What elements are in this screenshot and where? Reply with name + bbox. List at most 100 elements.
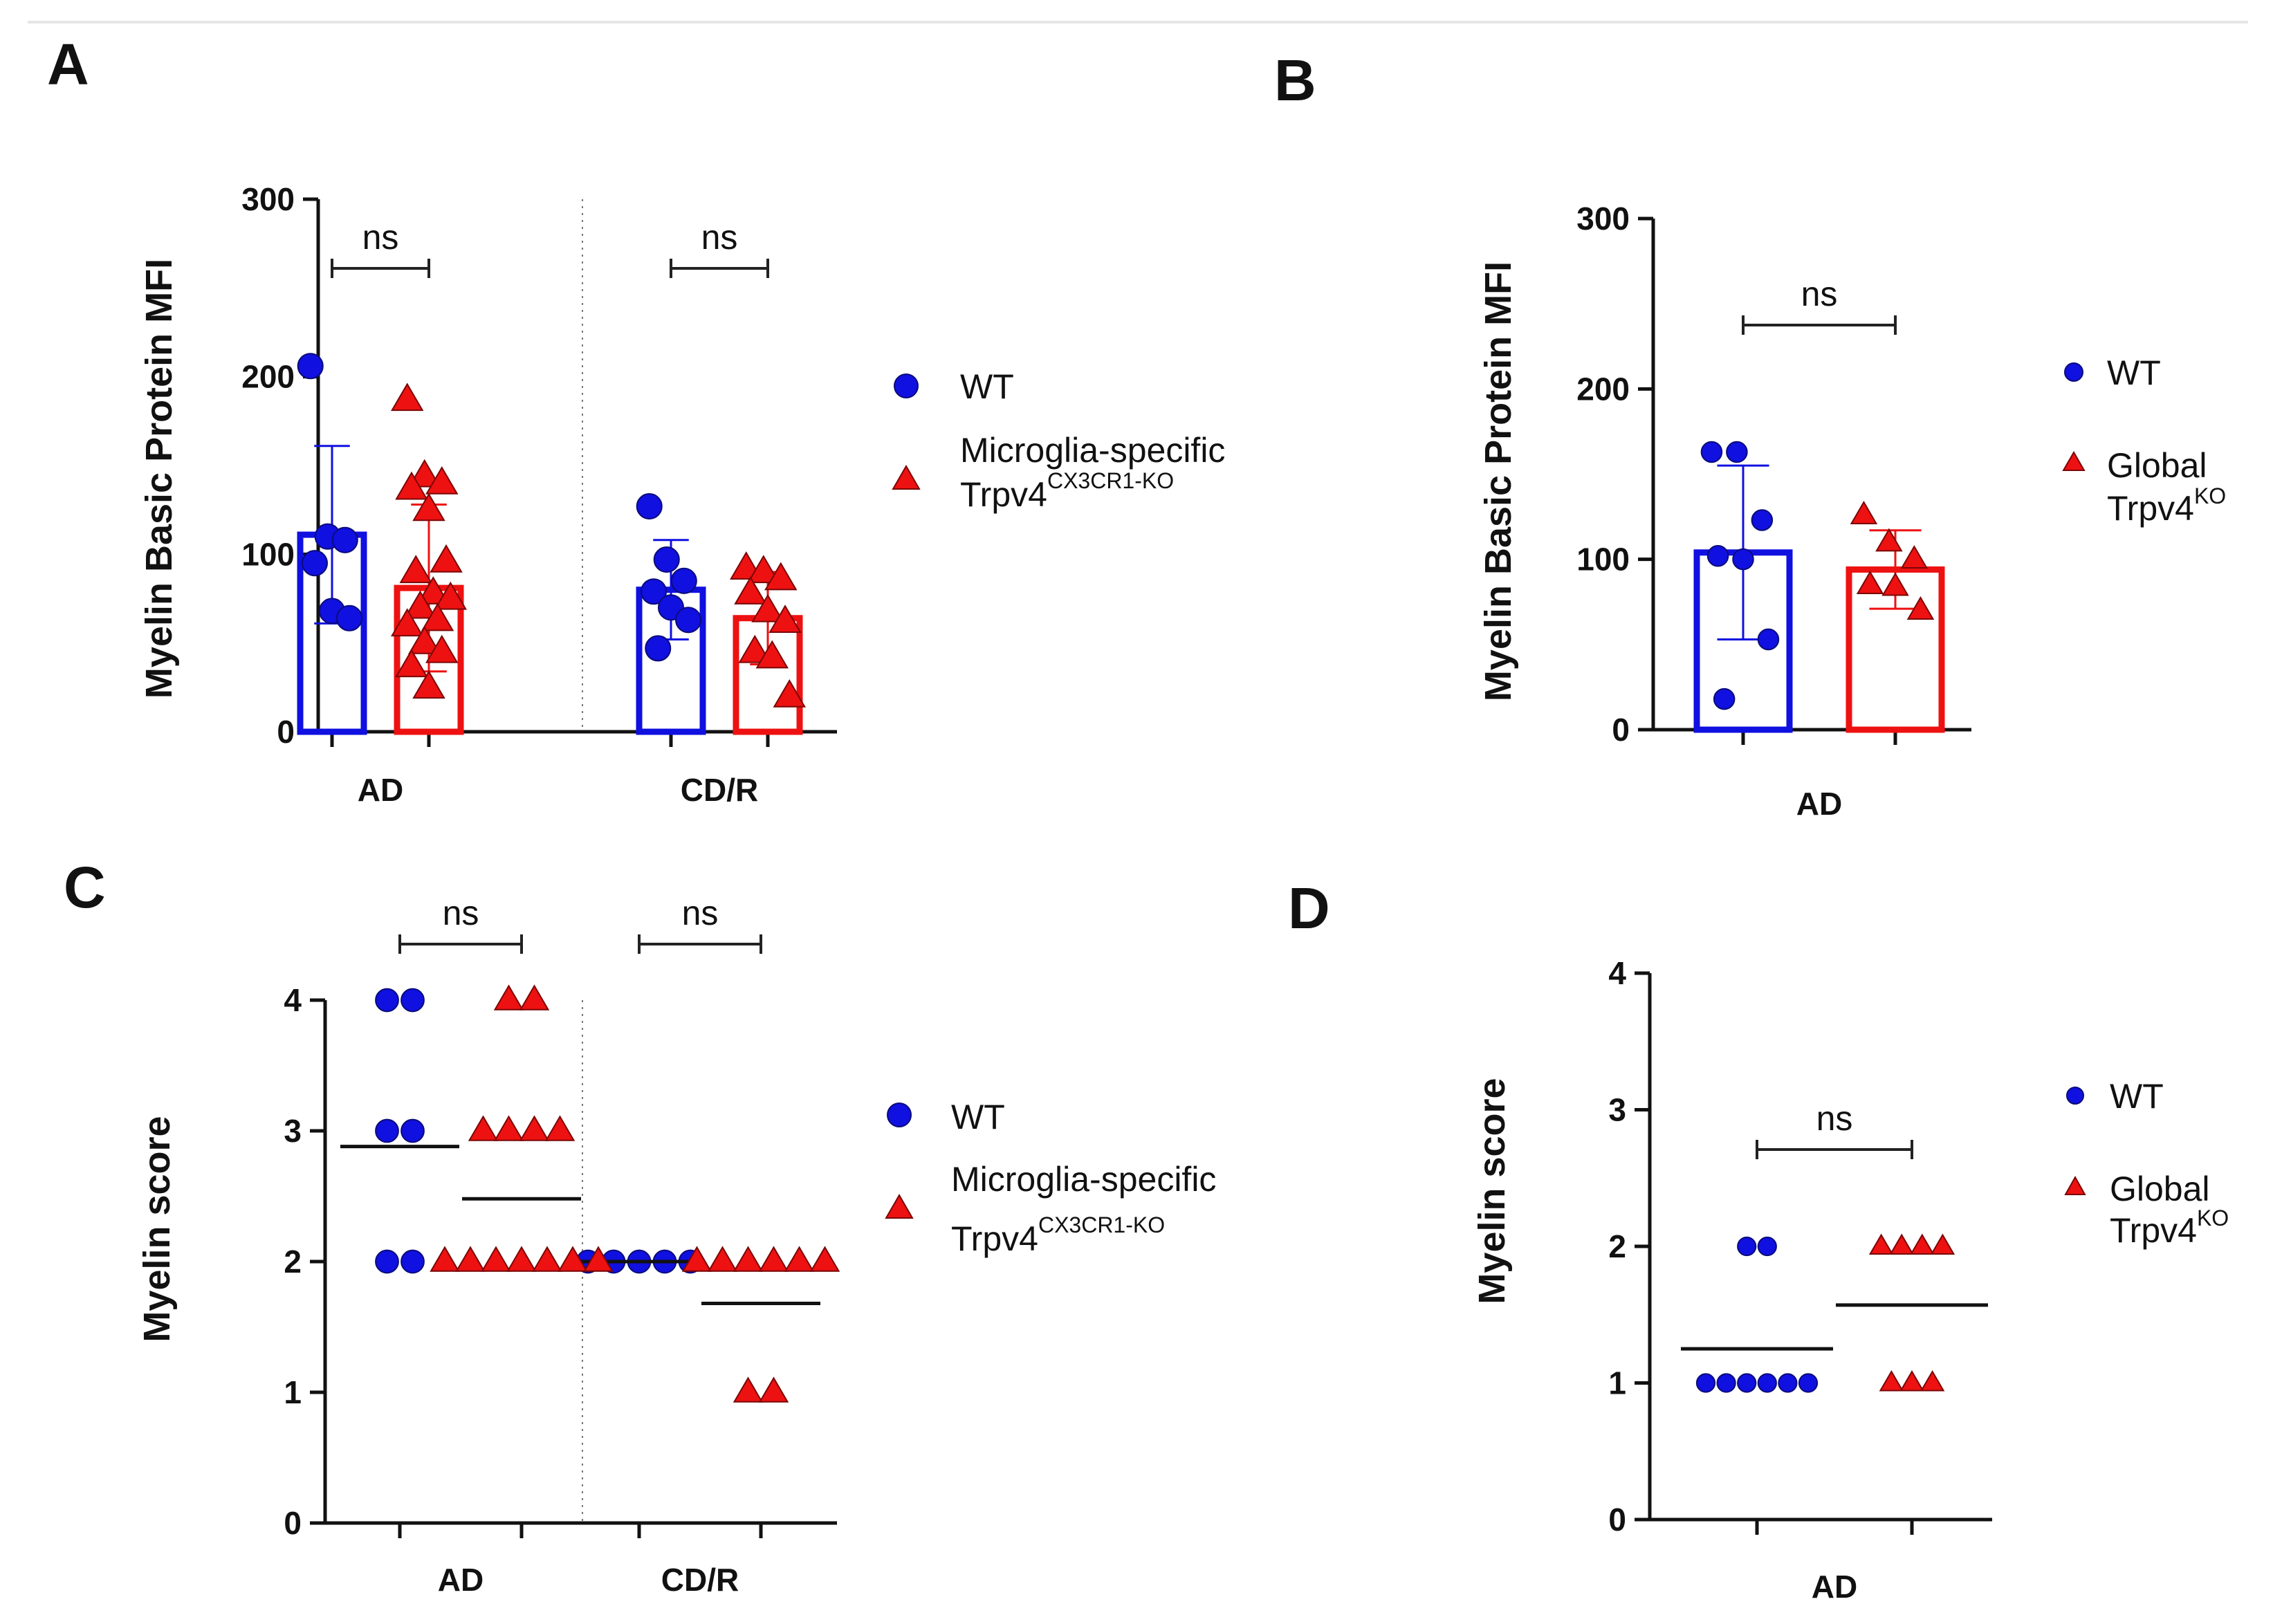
data-point <box>401 1249 425 1274</box>
data-point <box>399 555 432 584</box>
legend-gene: Trpv4 <box>951 1219 1038 1258</box>
legend: WT Microglia-specific Trpv4CX3CR1-KO <box>885 1098 1216 1258</box>
data-point <box>493 984 524 1011</box>
data-point <box>519 1115 550 1141</box>
y-tick-label: 300 <box>241 181 295 217</box>
data-point <box>519 984 550 1011</box>
data-point <box>1906 596 1935 620</box>
y-tick-label: 1 <box>284 1374 302 1410</box>
panel-label: B <box>1274 48 1316 113</box>
legend: WT Global Trpv4KO <box>2064 1077 2229 1250</box>
legend-marker-ko <box>892 464 921 490</box>
y-axis-title: Myelin score <box>136 1116 178 1342</box>
legend-label-ko-line1: Microglia-specific <box>951 1160 1216 1199</box>
legend-label-ko-line1: Microglia-specific <box>960 431 1225 470</box>
y-tick-label: 0 <box>1612 712 1630 748</box>
panel-b: B Myelin Basic Protein MFI 0 100 200 300 AD n… <box>1274 48 2226 822</box>
data-point <box>412 492 445 522</box>
legend-marker-wt <box>894 373 919 398</box>
data-point <box>430 1246 460 1272</box>
data-point <box>390 608 424 637</box>
data-point <box>707 1246 738 1272</box>
data-point <box>747 555 780 584</box>
y-tick-label: 100 <box>1576 542 1630 578</box>
data-point <box>301 550 329 577</box>
data-point <box>681 1246 712 1272</box>
x-category-label: CD/R <box>681 772 758 808</box>
legend: WT Global Trpv4KO <box>2062 353 2226 528</box>
y-tick-label: 300 <box>1576 201 1630 237</box>
legend-label-ko-line1: Global <box>2107 446 2207 485</box>
y-axis-title: Myelin score <box>1471 1078 1513 1304</box>
data-point <box>1716 1373 1736 1393</box>
plot-area: 0 100 200 300 AD ns <box>1576 201 1971 822</box>
data-point <box>1868 1233 1894 1255</box>
data-point <box>544 1115 576 1141</box>
y-tick-label: 100 <box>241 536 295 572</box>
data-point <box>674 607 702 634</box>
legend-label-ko-line2: Trpv4KO <box>2110 1206 2229 1250</box>
legend-marker-ko <box>2062 450 2086 471</box>
data-point <box>1889 1233 1914 1255</box>
data-point <box>1798 1373 1819 1393</box>
legend-label-ko-line2: Trpv4CX3CR1-KO <box>960 468 1174 514</box>
data-point <box>645 635 672 662</box>
data-point <box>425 465 459 495</box>
plot-area: 0 1 2 3 4 AD ns <box>1608 955 1992 1605</box>
data-point <box>1920 1369 1945 1392</box>
data-point <box>1900 545 1929 569</box>
data-point <box>1757 1373 1777 1393</box>
data-point <box>455 1246 486 1272</box>
legend-superscript: KO <box>2197 1206 2229 1230</box>
y-tick-label: 4 <box>284 982 302 1018</box>
legend-gene: Trpv4 <box>2107 489 2194 528</box>
plot-area: 0 1 2 3 4 AD CD/R ns ns <box>284 894 840 1598</box>
legend: WT Microglia-specific Trpv4CX3CR1-KO <box>892 367 1225 514</box>
panel-label: A <box>47 32 89 97</box>
legend-label-wt: WT <box>2110 1077 2164 1116</box>
significance-label: ns <box>682 894 719 932</box>
panel-d: D Myelin score 0 1 2 3 4 AD ns WT Global Trpv4… <box>1288 876 2229 1605</box>
data-point <box>1850 501 1878 525</box>
data-point <box>1700 441 1723 463</box>
y-axis-title: Myelin Basic Protein MFI <box>1478 261 1519 701</box>
legend-label-ko-line2: Trpv4KO <box>2107 483 2226 528</box>
data-point <box>434 581 468 610</box>
data-point <box>401 988 425 1013</box>
data-point <box>425 634 459 663</box>
x-category-label: AD <box>438 1562 484 1598</box>
y-tick-label: 2 <box>284 1244 302 1280</box>
data-point <box>558 1246 588 1272</box>
data-point <box>784 1246 815 1272</box>
legend-marker-wt <box>887 1102 912 1127</box>
data-point <box>1778 1373 1798 1393</box>
data-point <box>1930 1233 1955 1255</box>
legend-marker-ko <box>885 1193 914 1219</box>
data-point <box>416 576 450 605</box>
data-point <box>468 1115 499 1141</box>
y-tick-label: 0 <box>284 1505 302 1541</box>
data-point <box>738 634 771 663</box>
data-point <box>1856 571 1884 595</box>
y-tick-label: 1 <box>1608 1365 1626 1401</box>
data-point <box>395 649 428 678</box>
data-point <box>403 590 437 619</box>
y-tick-label: 3 <box>1608 1092 1626 1128</box>
legend-marker-ko <box>2064 1175 2086 1195</box>
data-point <box>375 1118 399 1143</box>
data-point <box>1732 548 1754 571</box>
y-tick-label: 2 <box>1608 1228 1626 1264</box>
data-point <box>1737 1236 1757 1257</box>
data-point <box>1879 1369 1904 1392</box>
data-point <box>758 1246 789 1272</box>
legend-label-ko-line1: Global <box>2110 1170 2210 1208</box>
data-point <box>335 605 363 631</box>
legend-marker-wt <box>2064 362 2083 382</box>
x-category-label: AD <box>1796 786 1842 822</box>
significance-label: ns <box>1816 1099 1853 1138</box>
data-point <box>408 459 441 488</box>
data-point <box>773 679 807 708</box>
data-point <box>493 1115 524 1141</box>
significance-label: ns <box>701 218 738 257</box>
